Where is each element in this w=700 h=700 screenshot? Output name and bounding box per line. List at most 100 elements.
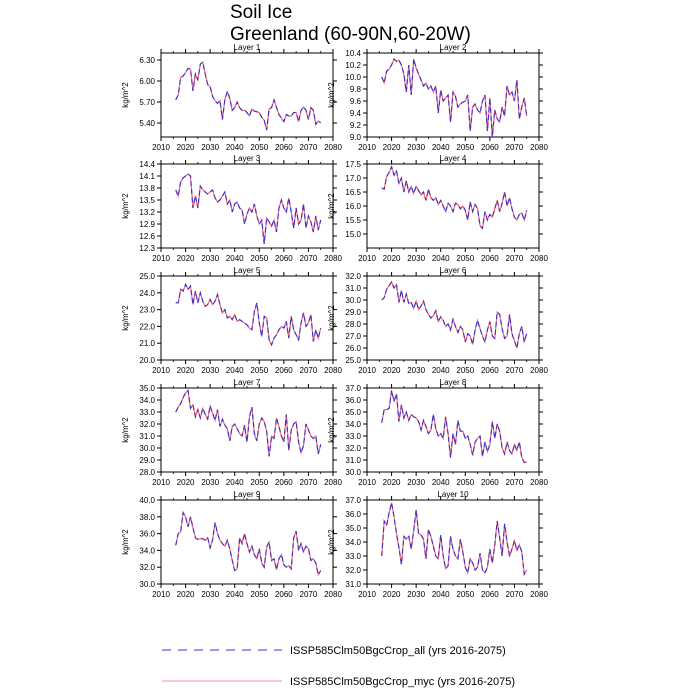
series-all-line (381, 165, 528, 230)
y-tick-label: 27.0 (345, 332, 361, 341)
plot-frame (366, 163, 540, 249)
x-tick-label: 2070 (506, 143, 524, 152)
series-all-line (381, 280, 528, 349)
plot-frame (160, 52, 334, 138)
y-tick-label: 34.0 (345, 538, 361, 547)
x-tick-label: 2080 (530, 366, 548, 375)
x-tick-label: 2070 (506, 590, 524, 599)
y-tick-label: 17.5 (345, 160, 361, 169)
y-tick-label: 40.0 (139, 496, 155, 505)
legend: ISSP585Clm50BgcCrop_all (yrs 2016-2075) I… (162, 645, 515, 688)
y-tick-label: 35.0 (345, 524, 361, 533)
x-tick-label: 2080 (530, 590, 548, 599)
y-tick-label: 14.4 (139, 160, 155, 169)
panel-layer-4: Layer 4 2010 2020 2030 2040 2050 2060 2070 2080 1… (327, 154, 548, 263)
y-tick-label: 24.0 (139, 289, 155, 298)
y-tick-label: 6.00 (139, 77, 155, 86)
panel-layer-10: Layer 10 2010 2020 2030 2040 2050 2060 2070 2080… (327, 490, 548, 599)
x-tick-label: 2060 (275, 366, 293, 375)
x-tick-label: 2070 (300, 478, 318, 487)
y-tick-label: 35.0 (139, 384, 155, 393)
x-tick-label: 2040 (432, 254, 450, 263)
y-tick-label: 22.0 (139, 322, 155, 331)
y-tick-label: 32.0 (139, 563, 155, 572)
series-all-line (175, 389, 322, 457)
series-all-line (381, 390, 527, 463)
x-tick-label: 2080 (530, 254, 548, 263)
y-tick-label: 30.0 (345, 468, 361, 477)
series-myc-line (175, 173, 322, 245)
x-tick-label: 2030 (201, 254, 219, 263)
x-tick-label: 2080 (324, 590, 342, 599)
x-tick-label: 2030 (407, 143, 425, 152)
y-tick-label: 17.0 (345, 174, 361, 183)
title-line-1: Soil Ice (230, 2, 293, 23)
panel-title: Layer 8 (440, 378, 467, 387)
x-tick-label: 2050 (456, 366, 474, 375)
x-tick-label: 2020 (383, 590, 401, 599)
x-tick-label: 2070 (300, 143, 318, 152)
x-tick-label: 2080 (530, 143, 548, 152)
y-tick-label: 15.5 (345, 216, 361, 225)
panel-layer-3: Layer 3 2010 2020 2030 2040 2050 2060 2070 2080 1… (121, 154, 342, 263)
y-tick-label: 32.0 (345, 566, 361, 575)
series-all-line (175, 61, 322, 131)
x-tick-label: 2070 (300, 254, 318, 263)
x-tick-label: 2080 (324, 143, 342, 152)
y-tick-label: 38.0 (139, 513, 155, 522)
y-tick-label: 30.0 (345, 296, 361, 305)
x-tick-label: 2050 (456, 143, 474, 152)
y-axis-label: kg/m^2 (121, 193, 130, 219)
x-tick-label: 2040 (432, 366, 450, 375)
x-tick-label: 2030 (201, 143, 219, 152)
y-tick-label: 36.0 (345, 396, 361, 405)
x-tick-label: 2030 (201, 478, 219, 487)
x-tick-label: 2040 (226, 143, 244, 152)
y-tick-label: 28.0 (139, 468, 155, 477)
x-tick-label: 2050 (250, 590, 268, 599)
x-tick-label: 2070 (300, 366, 318, 375)
y-tick-label: 13.8 (139, 184, 155, 193)
x-tick-label: 2060 (481, 143, 499, 152)
series-myc-line (175, 510, 322, 577)
x-tick-label: 2010 (152, 478, 170, 487)
y-axis-label: kg/m^2 (327, 305, 336, 331)
y-tick-label: 36.0 (139, 530, 155, 539)
series-all-line (381, 58, 528, 138)
y-tick-label: 30.0 (139, 580, 155, 589)
y-tick-label: 16.5 (345, 188, 361, 197)
y-tick-label: 10.2 (345, 61, 361, 70)
x-tick-label: 2020 (383, 143, 401, 152)
y-axis-label: kg/m^2 (327, 417, 336, 443)
y-tick-label: 13.5 (139, 196, 155, 205)
y-tick-label: 25.0 (345, 356, 361, 365)
panel-layer-1: Layer 1 2010 2020 2030 2040 2050 2060 2070 2080 5… (121, 43, 342, 152)
x-tick-label: 2020 (177, 143, 195, 152)
y-tick-label: 13.2 (139, 208, 155, 217)
y-tick-label: 33.0 (345, 432, 361, 441)
plot-frame (366, 387, 540, 473)
x-tick-label: 2040 (432, 143, 450, 152)
series-myc-line (381, 165, 528, 230)
panel-title: Layer 4 (440, 154, 467, 163)
panel-title: Layer 7 (234, 378, 261, 387)
y-axis-label: kg/m^2 (327, 193, 336, 219)
y-axis-label: kg/m^2 (327, 529, 336, 555)
x-tick-label: 2020 (177, 366, 195, 375)
x-tick-label: 2030 (201, 590, 219, 599)
x-tick-label: 2040 (226, 366, 244, 375)
plot-frame (160, 275, 334, 361)
chart-title: Soil Ice Greenland (60-90N,60-20W) (230, 2, 471, 46)
y-tick-label: 9.6 (350, 97, 362, 106)
x-tick-label: 2060 (275, 143, 293, 152)
y-tick-label: 9.8 (350, 85, 362, 94)
y-tick-label: 36.0 (345, 510, 361, 519)
x-tick-label: 2030 (407, 590, 425, 599)
y-tick-label: 37.0 (345, 496, 361, 505)
x-tick-label: 2080 (530, 478, 548, 487)
y-tick-label: 16.0 (345, 202, 361, 211)
x-tick-label: 2010 (358, 478, 376, 487)
y-tick-label: 34.0 (139, 546, 155, 555)
